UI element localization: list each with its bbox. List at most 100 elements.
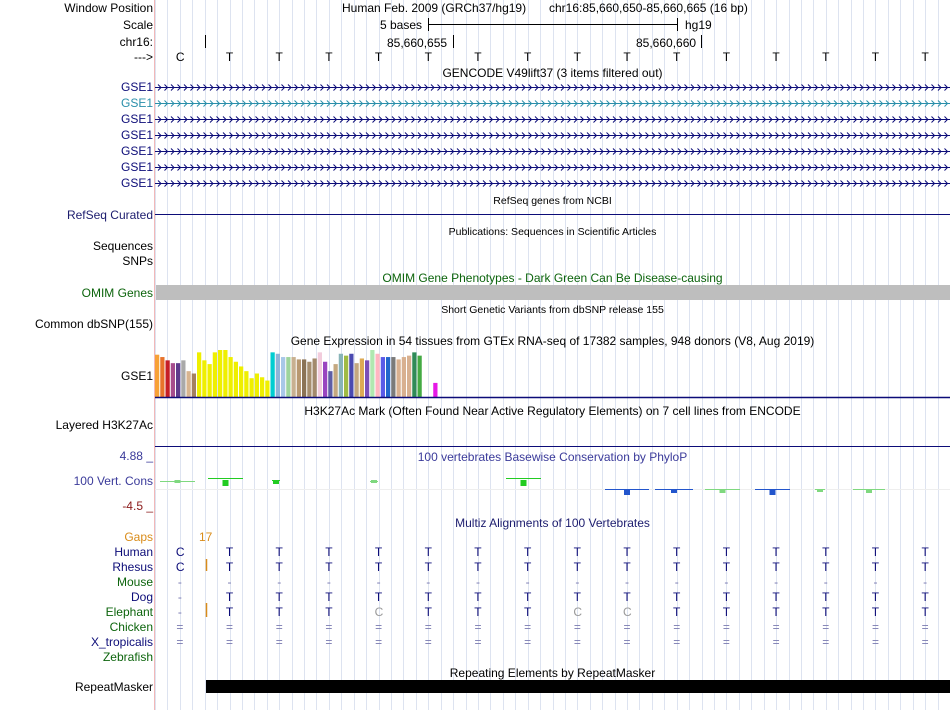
alignment-base: T — [325, 560, 333, 574]
species-label[interactable]: Chicken — [109, 620, 153, 634]
gtex-expression-bar — [354, 363, 359, 397]
alignment-base: = — [226, 635, 234, 649]
alignment-base: T — [474, 545, 482, 559]
alignment-base: T — [871, 560, 880, 574]
gtex-expression-bar — [239, 366, 244, 397]
alignment-base: T — [424, 590, 432, 604]
base-letter: T — [921, 50, 929, 64]
alignment-base: = — [921, 620, 929, 634]
species-label[interactable]: Mouse — [116, 575, 153, 589]
alignment-base: T — [474, 605, 482, 619]
alignment-base: = — [375, 635, 383, 649]
alignment-base: T — [623, 545, 631, 559]
gencode-track-label[interactable]: GSE1 — [120, 176, 153, 190]
refseq-track-label[interactable]: RefSeq Curated — [66, 208, 153, 222]
gencode-track-label[interactable]: GSE1 — [120, 128, 153, 142]
strand-chevrons — [157, 116, 949, 123]
species-label[interactable]: Human — [114, 545, 153, 559]
alignment-base: C — [623, 605, 632, 619]
alignment-base: - — [326, 575, 331, 589]
alignment-base: = — [474, 620, 482, 634]
strand-chevrons — [157, 180, 949, 187]
h3k27ac-track-label[interactable]: Layered H3K27Ac — [55, 418, 153, 432]
alignment-base: = — [424, 635, 432, 649]
alignment-base: T — [722, 590, 731, 604]
alignment-base: - — [575, 575, 580, 589]
conservation-score-peak — [769, 489, 776, 495]
alignment-base: T — [325, 545, 333, 559]
species-label[interactable]: X_tropicalis — [90, 635, 153, 649]
alignment-base: T — [772, 545, 780, 559]
gtex-expression-bar — [260, 377, 265, 397]
base-letter: T — [623, 50, 631, 64]
gtex-expression-bar — [323, 361, 328, 397]
dbsnp-track-title: Short Genetic Variants from dbSNP releas… — [441, 304, 664, 316]
base-letter: T — [772, 50, 780, 64]
gtex-expression-bar — [281, 357, 286, 397]
window-position-label: Window Position — [64, 1, 153, 15]
base-letter: T — [424, 50, 432, 64]
alignment-base: = — [722, 620, 730, 634]
alignment-base: T — [474, 560, 482, 574]
gtex-track-title: Gene Expression in 54 tissues from GTEx … — [290, 334, 815, 348]
alignment-base: = — [772, 620, 780, 634]
gtex-expression-bar — [212, 352, 217, 397]
gtex-expression-bar — [380, 357, 385, 397]
gtex-expression-bar — [386, 357, 391, 397]
strand-chevrons — [157, 100, 949, 107]
gtex-expression-bar — [254, 373, 259, 397]
alignment-base: = — [871, 635, 879, 649]
species-label[interactable]: Rhesus — [112, 560, 153, 574]
base-letter: T — [573, 50, 582, 64]
species-label[interactable]: Elephant — [105, 605, 153, 619]
species-label[interactable]: Zebrafish — [102, 650, 153, 664]
alignment-base: = — [474, 635, 482, 649]
gtex-expression-bar — [286, 357, 291, 397]
strand-chevrons — [157, 148, 949, 155]
dbsnp-track-label[interactable]: Common dbSNP(155) — [34, 317, 153, 331]
gencode-track-label[interactable]: GSE1 — [120, 160, 153, 174]
base-letter: T — [722, 50, 731, 64]
alignment-base: T — [871, 545, 880, 559]
gaps-label[interactable]: Gaps — [124, 530, 153, 544]
gtex-expression-bar — [223, 350, 228, 397]
snps-track-label[interactable]: SNPs — [122, 254, 153, 268]
repeatmasker-track-label[interactable]: RepeatMasker — [74, 680, 153, 694]
alignment-base: = — [275, 635, 283, 649]
alignment-base: - — [774, 575, 779, 589]
alignment-base: - — [873, 575, 878, 589]
conservation-max-label: 4.88 _ — [119, 449, 153, 463]
strand-chevrons — [157, 132, 949, 139]
gtex-expression-bar — [433, 382, 438, 397]
alignment-base: C — [175, 560, 185, 574]
alignment-base: T — [225, 590, 234, 604]
gencode-track-label[interactable]: GSE1 — [120, 80, 153, 94]
gencode-track-label[interactable]: GSE1 — [120, 112, 153, 126]
species-label[interactable]: Dog — [130, 590, 153, 604]
gtex-expression-bar — [333, 364, 338, 397]
alignment-base: T — [275, 560, 283, 574]
alignment-base: T — [523, 560, 532, 574]
gencode-track-label[interactable]: GSE1 — [120, 96, 153, 110]
alignment-base: - — [426, 575, 431, 589]
multiz-track-title: Multiz Alignments of 100 Vertebrates — [455, 516, 650, 530]
omim-track-label[interactable]: OMIM Genes — [81, 286, 153, 300]
alignment-base: T — [822, 605, 830, 619]
conservation-score-peak — [273, 480, 279, 484]
gtex-expression-bar — [307, 361, 312, 397]
strand-label: ---> — [134, 50, 153, 64]
base-letter: T — [225, 50, 234, 64]
conservation-track-label[interactable]: 100 Vert. Cons — [73, 474, 153, 488]
base-letter: T — [871, 50, 880, 64]
alignment-base: T — [722, 605, 731, 619]
conservation-score-peak — [624, 489, 630, 495]
gtex-expression-bar — [391, 357, 396, 397]
sequences-track-label[interactable]: Sequences — [92, 239, 153, 253]
gencode-track-label[interactable]: GSE1 — [120, 144, 153, 158]
gtex-track-label[interactable]: GSE1 — [120, 369, 153, 383]
gtex-expression-bar — [165, 360, 170, 397]
alignment-base: T — [275, 590, 283, 604]
alignment-base: - — [525, 575, 530, 589]
gtex-expression-bar — [291, 357, 296, 397]
gtex-expression-bar — [181, 360, 186, 397]
